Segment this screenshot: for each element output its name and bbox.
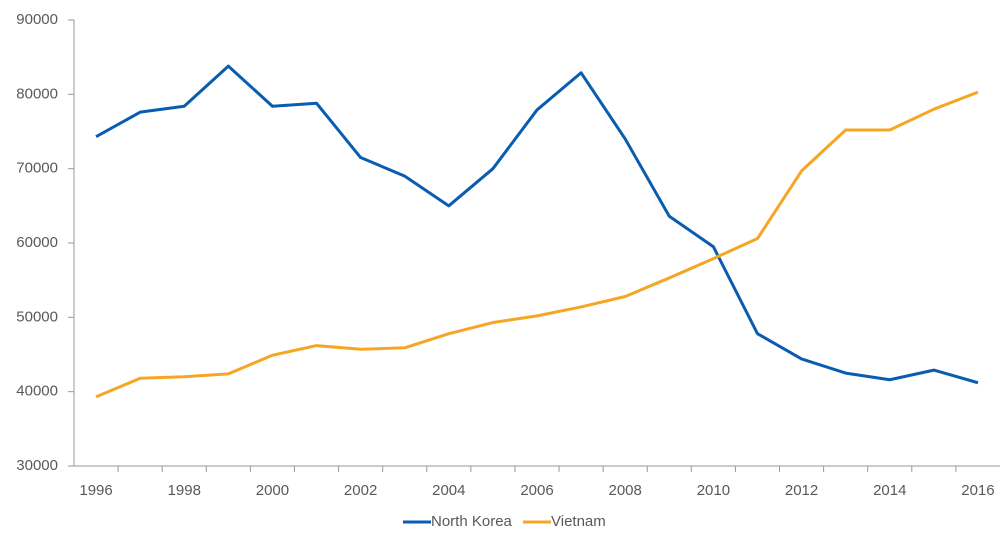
y-tick-label: 60000 (16, 234, 58, 251)
y-tick-label: 40000 (16, 383, 58, 400)
y-tick-label: 30000 (16, 457, 58, 474)
x-tick-label: 2000 (256, 482, 289, 499)
x-tick-label: 2002 (344, 482, 377, 499)
legend-label: North Korea (431, 513, 513, 530)
x-tick-label: 2010 (697, 482, 730, 499)
x-tick-label: 1996 (79, 482, 112, 499)
y-tick-label: 50000 (16, 308, 58, 325)
x-tick-label: 2006 (520, 482, 553, 499)
y-tick-label: 70000 (16, 160, 58, 177)
x-tick-label: 1998 (168, 482, 201, 499)
series-line (95, 64, 979, 385)
x-tick-label: 2014 (873, 482, 906, 499)
legend-label: Vietnam (551, 513, 606, 530)
x-tick-label: 2012 (785, 482, 818, 499)
y-tick-label: 80000 (16, 85, 58, 102)
y-tick-label: 90000 (16, 11, 58, 28)
series-line (95, 90, 979, 399)
x-tick-label: 2016 (961, 482, 994, 499)
x-tick-label: 2008 (609, 482, 642, 499)
x-tick-label: 2004 (432, 482, 465, 499)
